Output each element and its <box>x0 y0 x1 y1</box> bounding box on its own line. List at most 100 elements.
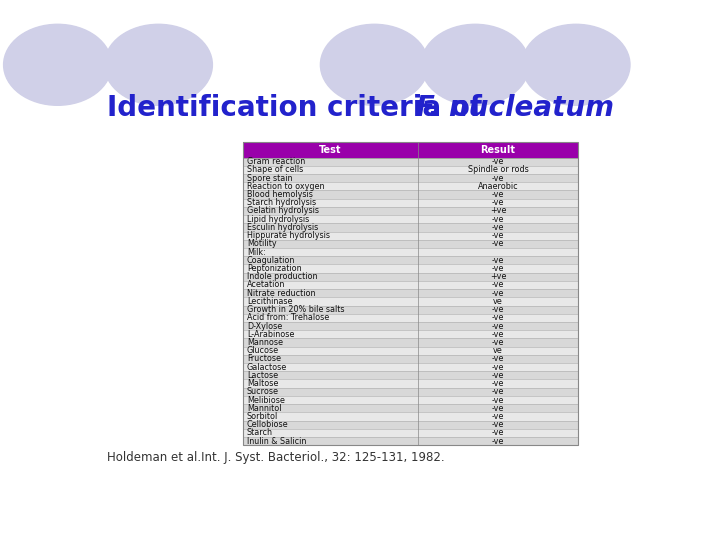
FancyBboxPatch shape <box>243 240 578 248</box>
Text: -ve: -ve <box>492 321 504 330</box>
Text: Fructose: Fructose <box>247 354 281 363</box>
FancyBboxPatch shape <box>243 207 578 215</box>
FancyBboxPatch shape <box>243 372 578 380</box>
FancyBboxPatch shape <box>243 141 578 158</box>
Text: +ve: +ve <box>490 206 506 215</box>
Text: -ve: -ve <box>492 404 504 413</box>
Text: -ve: -ve <box>492 256 504 265</box>
Text: Sorbitol: Sorbitol <box>247 412 278 421</box>
Text: Starch hydrolysis: Starch hydrolysis <box>247 198 316 207</box>
Text: Maltose: Maltose <box>247 379 278 388</box>
FancyBboxPatch shape <box>243 273 578 281</box>
Text: Shape of cells: Shape of cells <box>247 165 303 174</box>
Text: Lecithinase: Lecithinase <box>247 297 292 306</box>
Text: Peptonization: Peptonization <box>247 264 302 273</box>
Text: Holdeman et al.Int. J. Syst. Bacteriol., 32: 125-131, 1982.: Holdeman et al.Int. J. Syst. Bacteriol.,… <box>107 451 444 464</box>
FancyBboxPatch shape <box>243 298 578 306</box>
Text: -ve: -ve <box>492 231 504 240</box>
Text: -ve: -ve <box>492 198 504 207</box>
Text: Mannose: Mannose <box>247 338 283 347</box>
Text: Anaerobic: Anaerobic <box>477 182 518 191</box>
Text: -ve: -ve <box>492 371 504 380</box>
Text: -ve: -ve <box>492 428 504 437</box>
Text: Lactose: Lactose <box>247 371 278 380</box>
FancyBboxPatch shape <box>243 322 578 330</box>
Text: -ve: -ve <box>492 264 504 273</box>
FancyBboxPatch shape <box>243 355 578 363</box>
Text: Motility: Motility <box>247 239 276 248</box>
FancyBboxPatch shape <box>243 224 578 232</box>
FancyBboxPatch shape <box>243 330 578 339</box>
FancyBboxPatch shape <box>243 380 578 388</box>
Text: -ve: -ve <box>492 223 504 232</box>
Text: -ve: -ve <box>492 387 504 396</box>
Text: Result: Result <box>480 145 516 154</box>
FancyBboxPatch shape <box>243 174 578 182</box>
Text: Spore stain: Spore stain <box>247 173 292 183</box>
FancyBboxPatch shape <box>243 363 578 372</box>
Text: -ve: -ve <box>492 280 504 289</box>
Text: Acid from: Trehalose: Acid from: Trehalose <box>247 313 329 322</box>
FancyBboxPatch shape <box>243 191 578 199</box>
Text: -ve: -ve <box>492 379 504 388</box>
Text: Glucose: Glucose <box>247 346 279 355</box>
Text: -ve: -ve <box>492 412 504 421</box>
FancyBboxPatch shape <box>243 281 578 289</box>
Text: Galactose: Galactose <box>247 363 287 372</box>
Text: Indole production: Indole production <box>247 272 318 281</box>
FancyBboxPatch shape <box>243 404 578 413</box>
Text: Blood hemolysis: Blood hemolysis <box>247 190 312 199</box>
Text: -ve: -ve <box>492 395 504 404</box>
Text: Coagulation: Coagulation <box>247 256 295 265</box>
Text: ve: ve <box>493 297 503 306</box>
Text: Acetation: Acetation <box>247 280 285 289</box>
Text: Gram reaction: Gram reaction <box>247 157 305 166</box>
Text: -ve: -ve <box>492 239 504 248</box>
Text: Identification criteria of: Identification criteria of <box>107 94 491 122</box>
Text: Reaction to oxygen: Reaction to oxygen <box>247 182 324 191</box>
FancyBboxPatch shape <box>243 215 578 224</box>
FancyBboxPatch shape <box>243 421 578 429</box>
Text: -ve: -ve <box>492 330 504 339</box>
Text: -ve: -ve <box>492 420 504 429</box>
Text: -ve: -ve <box>492 305 504 314</box>
Text: -ve: -ve <box>492 157 504 166</box>
Text: -ve: -ve <box>492 289 504 298</box>
FancyBboxPatch shape <box>243 166 578 174</box>
Text: -ve: -ve <box>492 190 504 199</box>
Text: Growth in 20% bile salts: Growth in 20% bile salts <box>247 305 344 314</box>
Text: Melibiose: Melibiose <box>247 395 284 404</box>
Text: -ve: -ve <box>492 215 504 224</box>
FancyBboxPatch shape <box>243 314 578 322</box>
Text: Lipid hydrolysis: Lipid hydrolysis <box>247 215 309 224</box>
FancyBboxPatch shape <box>243 265 578 273</box>
FancyBboxPatch shape <box>243 388 578 396</box>
Text: -ve: -ve <box>492 354 504 363</box>
Text: -ve: -ve <box>492 363 504 372</box>
FancyBboxPatch shape <box>243 158 578 166</box>
Text: -ve: -ve <box>492 437 504 445</box>
FancyBboxPatch shape <box>243 256 578 265</box>
Text: L-Arabinose: L-Arabinose <box>247 330 294 339</box>
Text: +ve: +ve <box>490 272 506 281</box>
Text: Inulin & Salicin: Inulin & Salicin <box>247 437 306 445</box>
Text: -ve: -ve <box>492 173 504 183</box>
Text: Milk:: Milk: <box>247 247 266 256</box>
Text: Sucrose: Sucrose <box>247 387 279 396</box>
FancyBboxPatch shape <box>243 339 578 347</box>
Text: Nitrate reduction: Nitrate reduction <box>247 289 315 298</box>
FancyBboxPatch shape <box>243 232 578 240</box>
FancyBboxPatch shape <box>243 429 578 437</box>
Text: -ve: -ve <box>492 313 504 322</box>
FancyBboxPatch shape <box>243 347 578 355</box>
FancyBboxPatch shape <box>243 199 578 207</box>
Text: -ve: -ve <box>492 338 504 347</box>
Text: D-Xylose: D-Xylose <box>247 321 282 330</box>
FancyBboxPatch shape <box>243 306 578 314</box>
Text: Hippurate hydrolysis: Hippurate hydrolysis <box>247 231 330 240</box>
FancyBboxPatch shape <box>243 182 578 191</box>
Text: Mannitol: Mannitol <box>247 404 282 413</box>
FancyBboxPatch shape <box>243 248 578 256</box>
Text: Starch: Starch <box>247 428 273 437</box>
Text: Test: Test <box>319 145 342 154</box>
